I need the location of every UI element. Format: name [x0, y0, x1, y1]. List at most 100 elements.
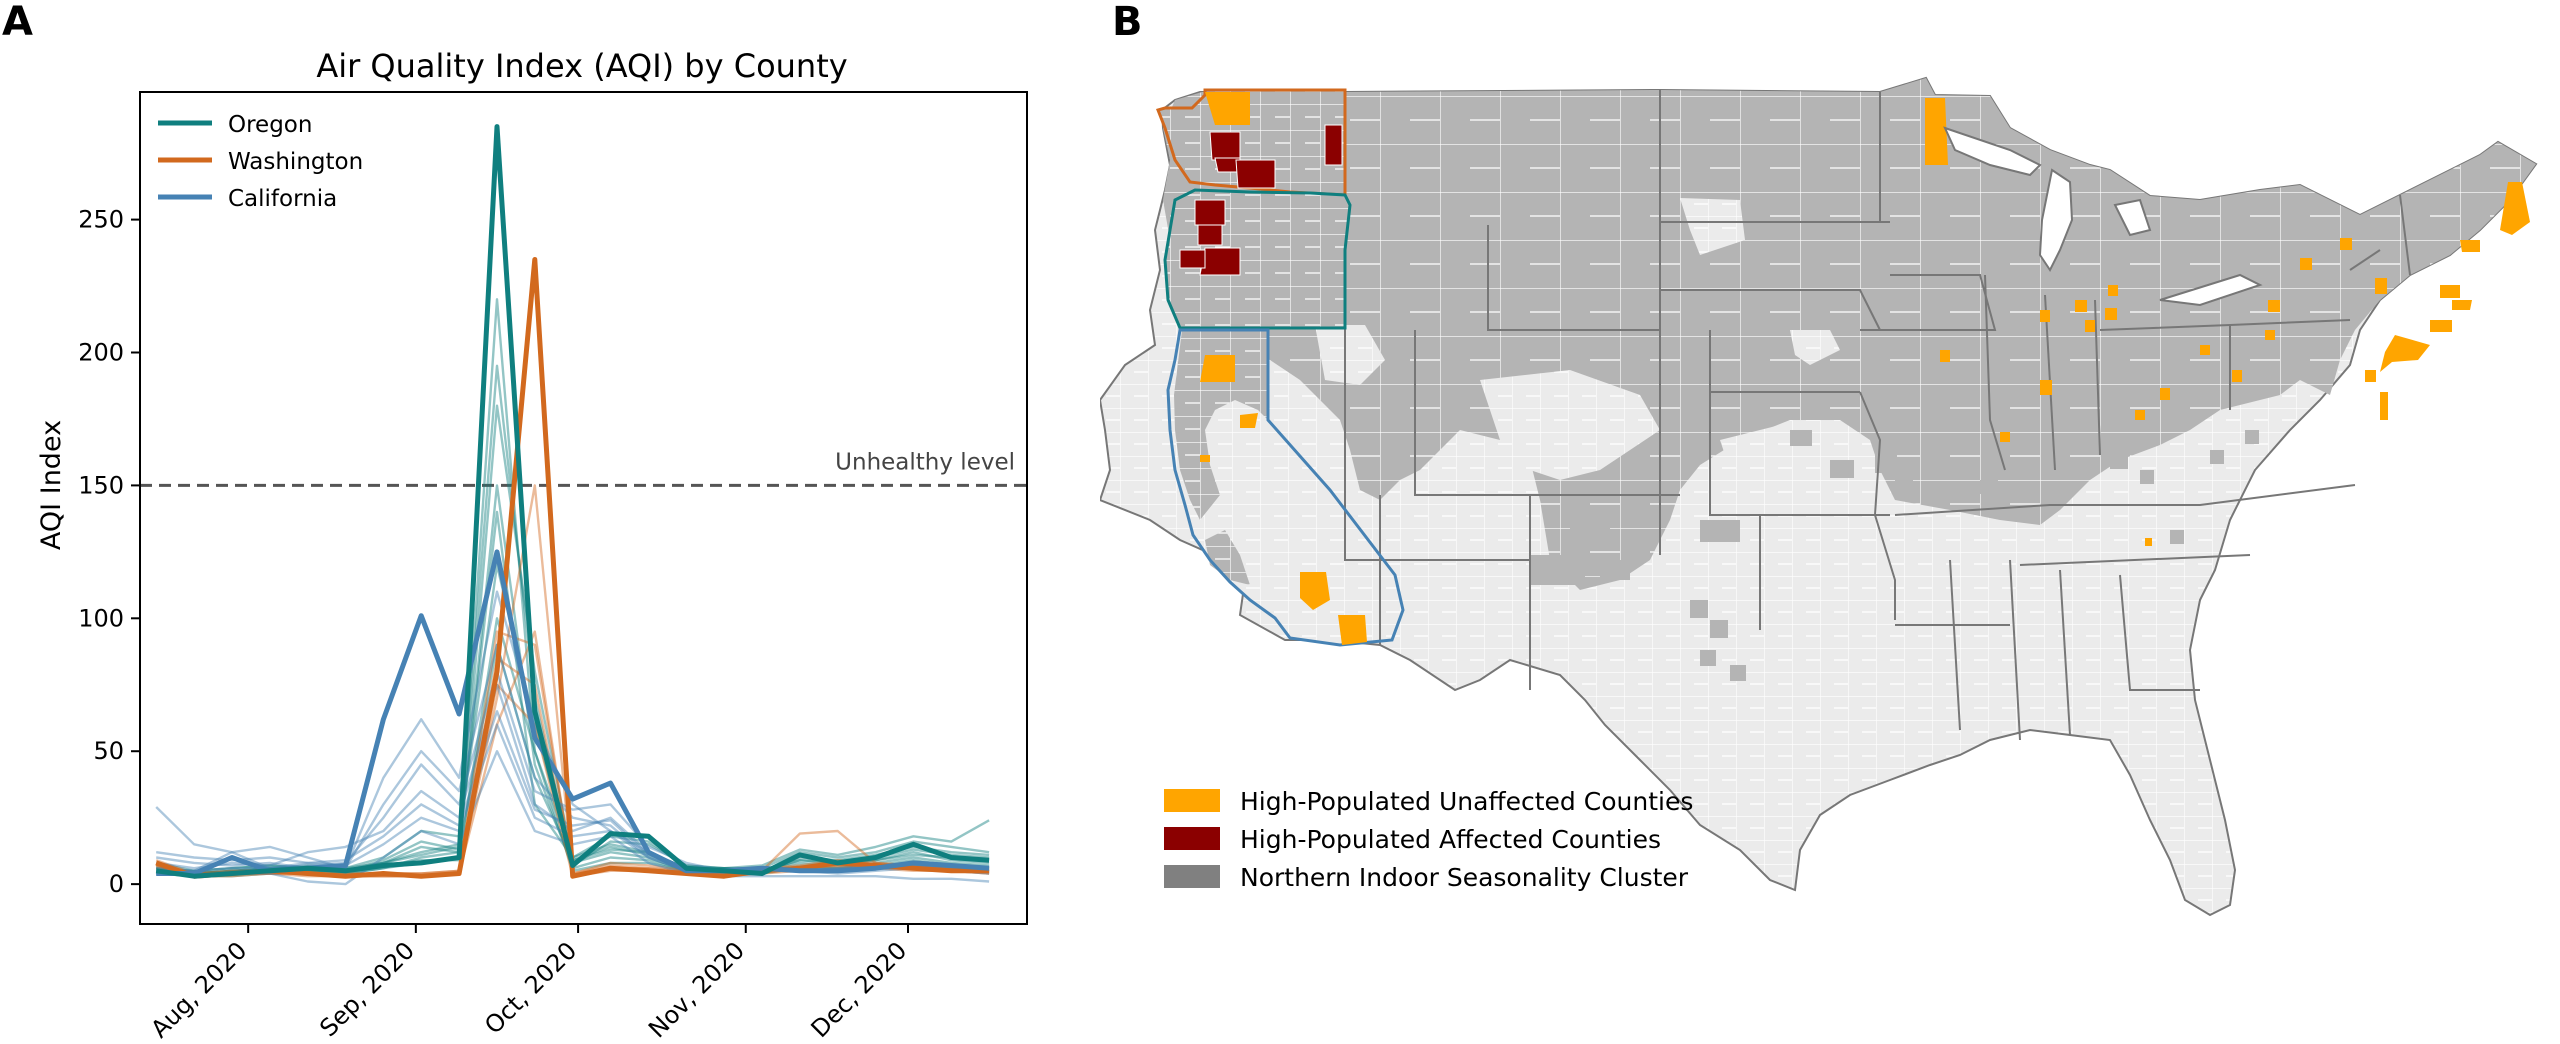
- y-axis-ticks: 0 50 100 150 200 250: [78, 206, 140, 898]
- unaffected-county: [2232, 370, 2242, 382]
- unaffected-county: [1205, 92, 1250, 125]
- x-axis-ticks: Aug, 2020 Sep, 2020 Oct, 2020 Nov, 2020 Dec,…: [145, 924, 912, 1043]
- speck: [1980, 480, 1998, 494]
- border: [1860, 274, 1997, 331]
- series-line-california-county-16: [155, 590, 990, 872]
- unaffected-county: [2200, 345, 2210, 355]
- unaffected-county: [2265, 330, 2275, 340]
- unaffected-county: [2375, 278, 2387, 294]
- speck: [1710, 620, 1728, 638]
- unaffected-county: [1940, 350, 1950, 362]
- legend-label-california: California: [228, 186, 337, 212]
- legend-swatch-northern-cluster: [1164, 865, 1220, 888]
- affected-county: [1209, 131, 1241, 161]
- border: [1414, 330, 1680, 496]
- x-tick-label: Sep, 2020: [314, 936, 420, 1042]
- unaffected-county: [2075, 300, 2087, 312]
- border: [1709, 330, 1890, 516]
- california-southcoast-cluster: [1205, 530, 1250, 585]
- border: [2059, 569, 2071, 736]
- great-lakes: [1943, 126, 2263, 307]
- speck: [2210, 450, 2224, 464]
- lake-superior: [1943, 126, 2042, 177]
- legend-swatch-affected: [1164, 827, 1220, 850]
- border: [2119, 574, 2200, 691]
- speck: [1830, 460, 1854, 478]
- series-emphasis-lines: [155, 124, 990, 879]
- border: [1859, 391, 1896, 620]
- california-outline: [1166, 328, 1405, 647]
- x-tick-label: Dec, 2020: [806, 936, 913, 1043]
- series-line-oregon: [155, 124, 990, 879]
- x-tick-label: Oct, 2020: [479, 936, 582, 1039]
- unaffected-county: [1338, 615, 1367, 645]
- cluster-speckle-central: [1530, 430, 2259, 681]
- california-north-cluster: [1174, 330, 1268, 520]
- speck: [2170, 530, 2184, 544]
- unaffected-county: [2430, 320, 2452, 332]
- affected-county: [1199, 247, 1241, 276]
- affected-counties: [1179, 124, 1343, 276]
- unaffected-county: [2105, 308, 2117, 320]
- speck: [1700, 520, 1740, 542]
- northern-cluster-region: [1163, 78, 2536, 590]
- affected-county: [1197, 224, 1223, 246]
- legend-label-affected: High-Populated Affected Counties: [1240, 825, 1661, 854]
- series-line-oregon-county-3: [156, 298, 990, 875]
- panel-label-b: B: [1112, 0, 1143, 45]
- border: [2349, 249, 2381, 271]
- affected-county: [1235, 159, 1276, 189]
- y-tick-label: 150: [78, 471, 124, 499]
- border: [2009, 559, 2021, 741]
- unaffected-county: [1200, 355, 1235, 382]
- border: [1984, 274, 2006, 471]
- lake-huron: [2113, 198, 2152, 237]
- map-legend: High-Populated Unaffected Counties High-…: [1164, 787, 1693, 892]
- unaffected-county: [2380, 335, 2430, 372]
- affected-county: [1324, 124, 1343, 166]
- panel-a-chart: A Air Quality Index (AQI) by County AQI …: [2, 0, 1028, 1043]
- unaffected-county: [2085, 320, 2095, 332]
- cluster-hole-dakotas: [1680, 198, 1745, 255]
- border: [1894, 484, 2356, 516]
- state-borders: [1344, 90, 2411, 741]
- unaffected-county: [2340, 238, 2352, 250]
- unaffected-county: [2365, 370, 2376, 382]
- speck: [2060, 465, 2078, 479]
- border: [1949, 559, 1961, 731]
- x-tick-label: Nov, 2020: [643, 936, 750, 1043]
- legend-label-unaffected: High-Populated Unaffected Counties: [1240, 787, 1693, 816]
- reference-line-label: Unhealthy level: [835, 449, 1015, 475]
- lake-erie: [2159, 273, 2263, 307]
- speck: [1875, 455, 1897, 473]
- unaffected-county: [2160, 388, 2170, 400]
- unaffected-county: [1300, 572, 1330, 610]
- legend-label-northern-cluster: Northern Indoor Seasonality Cluster: [1240, 863, 1689, 892]
- cluster-hole-nebraska: [1790, 330, 1840, 365]
- border: [1660, 289, 1881, 331]
- speck: [2110, 455, 2128, 469]
- reference-line-group: Unhealthy level: [140, 449, 1027, 487]
- border: [2094, 299, 2101, 456]
- y-tick-label: 100: [78, 604, 124, 632]
- speck: [1730, 665, 1746, 681]
- series-line-oregon-county-6: [156, 484, 990, 872]
- unaffected-county: [2452, 300, 2472, 310]
- legend-swatch-unaffected: [1164, 789, 1220, 812]
- speck: [1530, 555, 1585, 585]
- speck: [1790, 430, 1812, 446]
- y-tick-label: 0: [109, 870, 124, 898]
- border: [2399, 194, 2411, 276]
- northern-cluster-west: [1163, 78, 2536, 590]
- legend: Oregon Washington California: [158, 112, 363, 212]
- speck: [1690, 600, 1708, 618]
- legend-label-washington: Washington: [228, 149, 363, 175]
- unaffected-county: [2135, 410, 2145, 420]
- affected-county: [1194, 199, 1226, 226]
- y-tick-label: 250: [78, 206, 124, 234]
- unaffected-county: [1200, 455, 1210, 462]
- unaffected-county: [2040, 310, 2050, 322]
- unaffected-counties: [1200, 92, 2530, 645]
- lake-michigan: [2038, 168, 2074, 272]
- panel-label-a: A: [2, 0, 33, 45]
